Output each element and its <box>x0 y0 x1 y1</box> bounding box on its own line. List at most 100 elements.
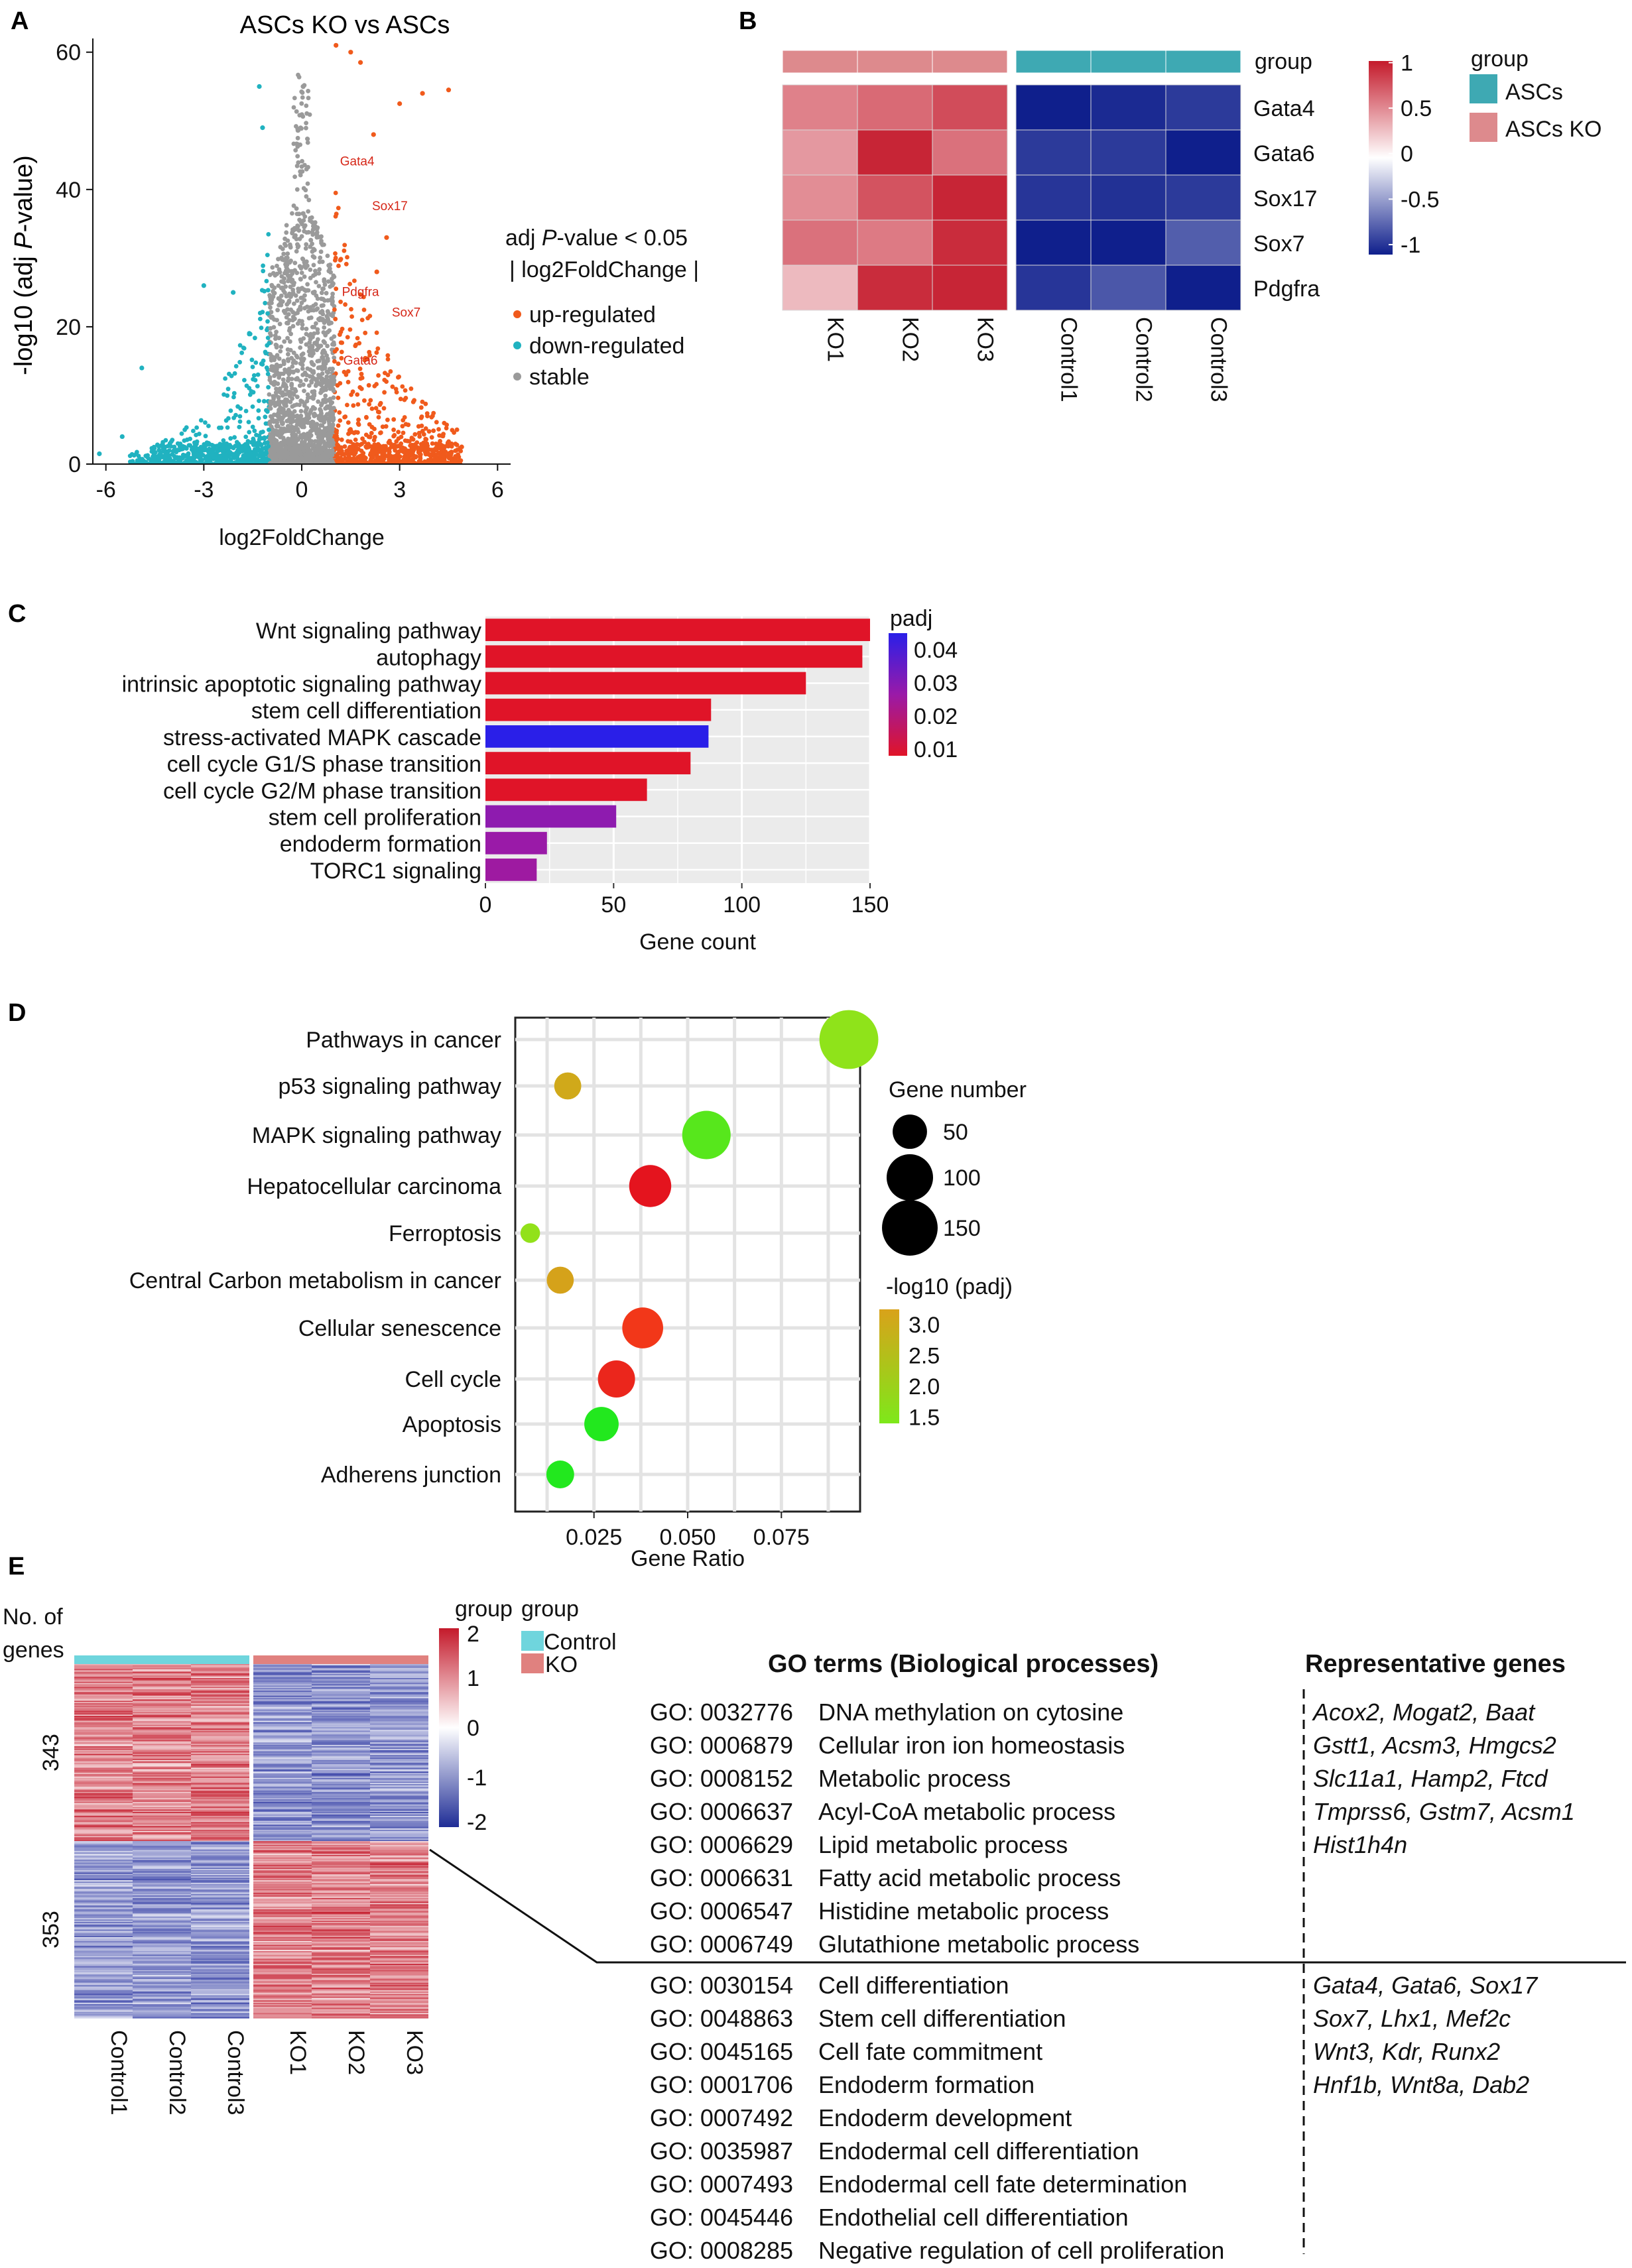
bubble <box>546 1266 574 1294</box>
volcano-point-stable <box>308 315 314 320</box>
volcano-point-up <box>338 299 343 304</box>
volcano-point-up <box>345 439 351 444</box>
volcano-point-up <box>444 426 449 431</box>
heatmap-b-row-label: Sox17 <box>1253 186 1317 211</box>
volcano-point-down <box>255 448 260 453</box>
volcano-point-down <box>226 454 231 459</box>
bubble-size-legend-circle <box>887 1154 933 1201</box>
volcano-point-down <box>228 436 233 441</box>
volcano-point-down <box>258 316 263 322</box>
volcano-point-stable <box>294 394 300 400</box>
volcano-point-stable <box>306 198 312 203</box>
volcano-point-up <box>351 456 356 461</box>
volcano-point-stable <box>330 276 334 282</box>
volcano-point-stable <box>308 451 313 456</box>
heatmap-b-colorbar-label: 0.5 <box>1401 96 1432 121</box>
volcano-point-down <box>243 443 249 448</box>
volcano-point-stable <box>326 310 331 315</box>
volcano-point-up <box>454 427 460 432</box>
volcano-point-up <box>355 335 360 341</box>
volcano-point-up <box>386 440 391 445</box>
volcano-point-stable <box>304 121 308 126</box>
volcano-point-stable <box>283 392 288 397</box>
bar-colorbar-label: 0.04 <box>914 638 958 663</box>
volcano-point-down <box>206 455 211 461</box>
volcano-point-up <box>434 446 438 451</box>
volcano-point-stable <box>325 329 330 335</box>
volcano-point-stable <box>290 412 294 417</box>
volcano-point-up <box>375 346 381 351</box>
heatmap-b-cell <box>857 84 933 131</box>
heatmap-b-cell <box>1090 265 1166 311</box>
volcano-point-stable <box>290 230 295 235</box>
volcano-point-down <box>237 414 243 419</box>
volcano-legend-title-2: | log2FoldChange | <box>509 257 699 282</box>
volcano-point-down <box>217 425 221 430</box>
volcano-point-down <box>262 288 267 294</box>
volcano-point-stable <box>284 230 289 235</box>
volcano-point-down <box>263 349 268 355</box>
volcano-point-stable <box>328 443 332 448</box>
bar-x-tick-label: 0 <box>479 892 492 918</box>
volcano-point-stable <box>324 384 329 388</box>
volcano-point-up <box>396 436 401 441</box>
volcano-point-up <box>453 448 458 453</box>
volcano-point-stable <box>315 443 320 448</box>
heatmap-e-group-cell <box>370 1655 428 1665</box>
volcano-point-down <box>179 431 184 436</box>
volcano-point-stable <box>298 408 304 414</box>
volcano-point-down <box>265 409 270 414</box>
volcano-point-down <box>225 393 230 398</box>
bar-category-label: autophagy <box>376 645 481 670</box>
volcano-point-up <box>383 424 389 429</box>
volcano-point-stable <box>317 267 322 272</box>
volcano-point-stable <box>274 345 279 350</box>
bar <box>485 725 709 748</box>
volcano-point-stable <box>318 343 324 348</box>
volcano-point-stable <box>294 109 299 114</box>
volcano-legend-title-1: adj P-value < 0.05 <box>505 225 688 251</box>
volcano-point-stable <box>310 232 316 237</box>
heatmap-b-cell <box>1090 84 1166 131</box>
bar-x-label: Gene count <box>639 929 756 955</box>
volcano-y-label-post: -value) <box>10 155 38 232</box>
volcano-point-down <box>266 385 271 390</box>
volcano-point-stable <box>308 331 313 337</box>
volcano-point-stable <box>297 417 302 422</box>
volcano-point-up <box>446 451 452 456</box>
volcano-point-down <box>198 418 204 423</box>
bubble-category-label: p53 signaling pathway <box>279 1074 501 1099</box>
bubble-color-legend-title: -log10 (padj) <box>886 1274 1013 1299</box>
volcano-point-stable <box>314 347 320 353</box>
volcano-point-stable <box>300 366 305 371</box>
volcano-point-up <box>359 318 365 322</box>
volcano-point-up <box>393 387 399 392</box>
volcano-point-up <box>358 376 363 381</box>
volcano-point-up <box>347 282 352 286</box>
volcano-point-stable <box>296 74 302 80</box>
heatmap-b-cell <box>782 129 858 176</box>
volcano-point-stable <box>310 241 314 247</box>
volcano-point-stable <box>300 351 306 356</box>
volcano-point-down <box>226 416 231 421</box>
volcano-point-up <box>342 414 347 420</box>
volcano-point-stable <box>285 307 290 312</box>
volcano-point-stable <box>295 135 300 141</box>
volcano-point-stable <box>293 388 298 394</box>
volcano-point-stable <box>310 443 316 448</box>
volcano-point-down <box>173 455 178 461</box>
bar <box>485 645 863 668</box>
volcano-point-up <box>367 402 372 407</box>
volcano-point-down <box>250 424 255 430</box>
heatmap-b-cell <box>1015 174 1092 221</box>
volcano-point-stable <box>288 242 292 247</box>
volcano-point-stable <box>328 396 333 402</box>
volcano-annotation-gata6: Gata6 <box>344 354 378 368</box>
volcano-point-stable <box>301 382 306 387</box>
volcano-point-stable <box>302 274 307 279</box>
volcano-point-stable <box>315 359 320 364</box>
volcano-point-stable <box>292 235 297 239</box>
volcano-point-stable <box>331 417 336 422</box>
bubble-category-label: Apoptosis <box>403 1412 501 1437</box>
